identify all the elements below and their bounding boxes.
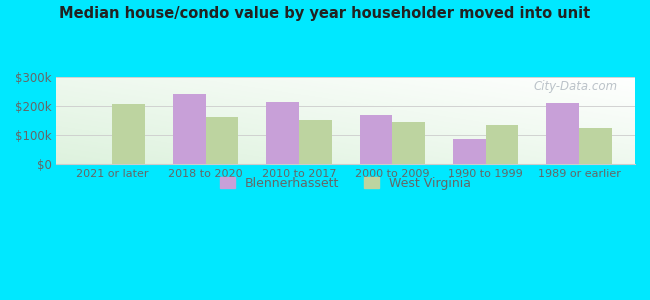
Bar bbox=[393, 122, 425, 164]
Bar bbox=[173, 94, 206, 164]
Bar bbox=[579, 128, 612, 164]
Bar bbox=[547, 103, 579, 164]
Legend: Blennerhassett, West Virginia: Blennerhassett, West Virginia bbox=[215, 172, 476, 195]
Bar bbox=[266, 102, 299, 164]
Bar bbox=[359, 115, 393, 164]
Bar bbox=[486, 125, 518, 164]
Text: Median house/condo value by year householder moved into unit: Median house/condo value by year househo… bbox=[59, 6, 591, 21]
Bar bbox=[206, 117, 239, 164]
Bar bbox=[112, 104, 145, 164]
Bar bbox=[299, 120, 332, 164]
Text: City-Data.com: City-Data.com bbox=[534, 80, 618, 94]
Bar bbox=[453, 139, 486, 164]
